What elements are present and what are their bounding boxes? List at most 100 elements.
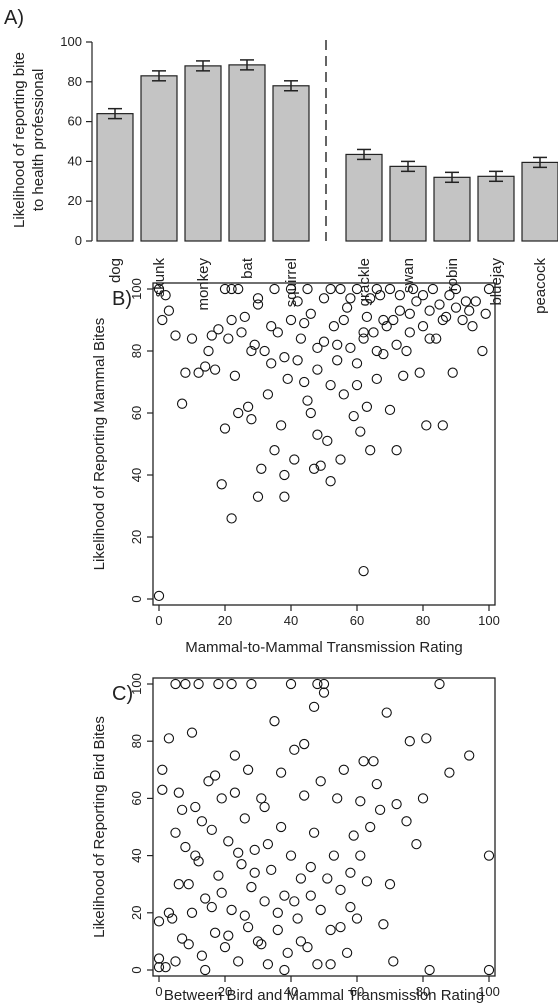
data-point	[200, 964, 211, 976]
data-point	[242, 764, 254, 775]
data-point	[180, 678, 191, 690]
data-point	[180, 367, 191, 378]
data-point	[483, 850, 495, 861]
data-point	[236, 859, 247, 870]
data-point	[312, 342, 323, 354]
data-point	[206, 330, 217, 341]
data-point	[351, 379, 363, 391]
data-point	[226, 314, 237, 326]
data-point	[450, 283, 462, 295]
data-point	[226, 904, 237, 916]
data-point	[414, 367, 425, 378]
data-point	[269, 716, 280, 727]
data-point	[368, 327, 379, 338]
data-point	[368, 756, 379, 767]
data-point	[186, 727, 198, 738]
data-point	[365, 293, 376, 304]
data-point	[173, 879, 184, 890]
data-point	[401, 345, 412, 357]
y-tick-label: 20	[129, 906, 144, 920]
data-point	[279, 352, 290, 363]
data-point	[417, 321, 429, 332]
data-point	[173, 787, 184, 798]
data-point	[358, 333, 369, 344]
data-point	[285, 314, 297, 326]
data-point	[242, 401, 254, 412]
data-point	[361, 876, 373, 887]
data-point	[203, 345, 214, 357]
x-tick-label: 0	[155, 984, 162, 999]
data-point	[365, 445, 376, 456]
data-point	[223, 333, 234, 344]
data-point	[282, 373, 293, 385]
data-point	[209, 364, 221, 375]
data-point	[153, 590, 165, 602]
data-point	[289, 454, 300, 465]
data-point	[167, 913, 178, 924]
data-point	[272, 924, 283, 936]
x-axis-title: Between Bird and Mammal Transmission Rat…	[164, 987, 484, 1004]
data-point	[259, 345, 270, 357]
y-tick-label: 0	[75, 233, 82, 248]
category-label: grackle	[356, 258, 373, 306]
data-point	[358, 327, 369, 338]
y-tick-label: 80	[129, 734, 144, 748]
data-point	[351, 913, 363, 924]
data-point	[384, 879, 396, 890]
data-point	[325, 924, 336, 936]
data-point	[219, 941, 231, 953]
data-point	[457, 314, 468, 326]
data-point	[361, 311, 373, 323]
data-point	[206, 901, 217, 913]
data-point	[470, 296, 481, 307]
data-point	[219, 283, 231, 295]
data-point	[322, 873, 333, 884]
bar-grackle	[345, 153, 383, 242]
data-point	[374, 290, 386, 301]
data-point	[160, 290, 171, 301]
data-point	[341, 947, 353, 958]
data-point	[305, 890, 316, 901]
data-point	[252, 293, 264, 304]
data-point	[318, 678, 330, 690]
data-point	[269, 283, 280, 295]
data-point	[444, 290, 455, 301]
data-point	[299, 790, 310, 801]
y-tick-label: 60	[129, 791, 144, 805]
data-point	[308, 463, 320, 474]
data-point	[345, 901, 356, 913]
y-tick-label: 100	[129, 278, 144, 300]
y-axis-title: Likelihood of Reporting Bird Bites	[91, 716, 108, 938]
data-point	[163, 907, 175, 918]
data-point	[249, 339, 260, 350]
y-tick-label: 80	[68, 74, 82, 89]
x-axis-title: Mammal-to-Mammal Transmission Rating	[185, 639, 463, 656]
y-tick-label: 40	[129, 848, 144, 862]
data-point	[480, 308, 491, 319]
data-point	[209, 770, 221, 781]
data-point	[348, 410, 359, 422]
data-point	[437, 420, 448, 431]
data-point	[209, 927, 221, 938]
category-label: monkey	[195, 258, 212, 311]
data-point	[176, 804, 188, 815]
data-point	[233, 407, 244, 419]
data-point	[355, 796, 366, 807]
data-point	[302, 283, 313, 295]
data-point	[266, 864, 277, 876]
data-point	[358, 565, 369, 577]
data-point	[381, 707, 392, 718]
data-point	[236, 327, 247, 338]
x-tick-label: 40	[284, 613, 298, 628]
data-point	[266, 321, 277, 332]
data-point	[256, 939, 267, 950]
data-point	[384, 283, 396, 295]
data-point	[440, 311, 452, 323]
data-point	[282, 947, 293, 958]
data-point	[358, 756, 369, 767]
bar-bluejay	[477, 175, 515, 242]
data-point	[424, 305, 435, 316]
data-point	[153, 961, 165, 973]
data-point	[315, 776, 326, 787]
data-point	[292, 296, 303, 307]
